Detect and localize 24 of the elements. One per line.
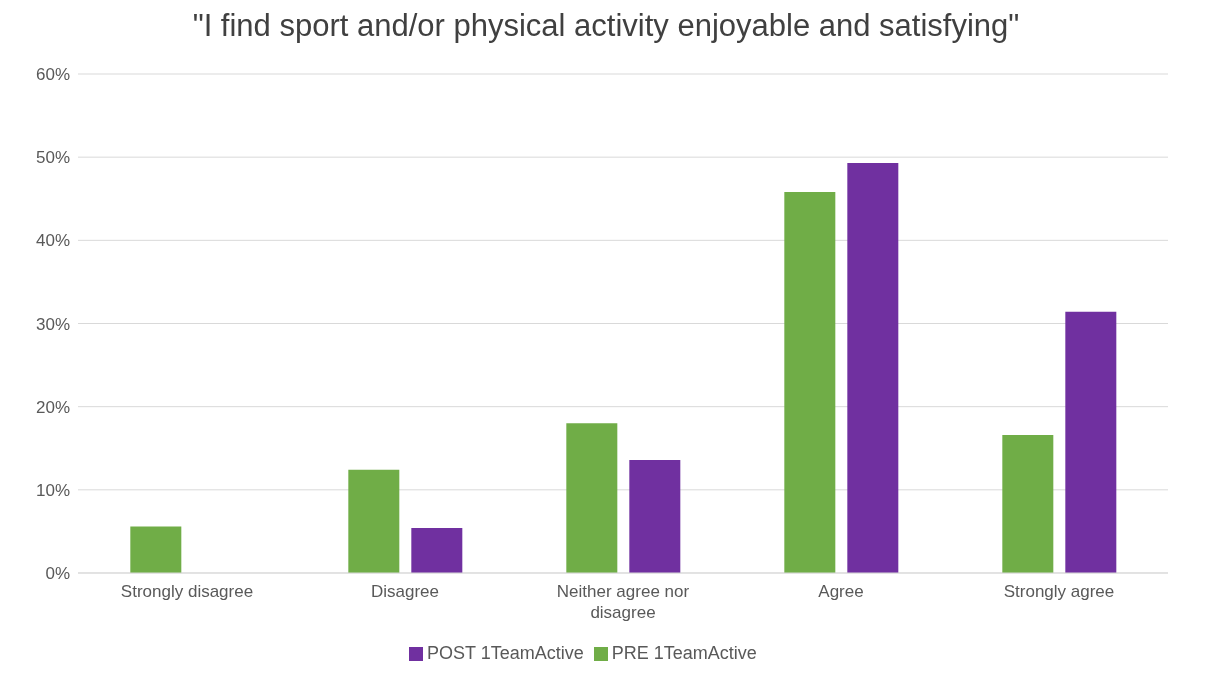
y-tick-label: 30% bbox=[35, 314, 70, 334]
bar bbox=[348, 469, 400, 573]
bar bbox=[847, 162, 899, 573]
x-tick-label: Agree bbox=[818, 582, 864, 601]
y-tick-label: 10% bbox=[35, 480, 70, 500]
y-tick-label: 60% bbox=[35, 65, 70, 85]
bar bbox=[566, 423, 618, 573]
chart-title: "I find sport and/or physical activity enjoyable and satisfying" bbox=[191, 8, 1021, 44]
bar bbox=[130, 526, 182, 573]
x-tick-label: Strongly disagree bbox=[120, 582, 254, 601]
y-tick-label: 50% bbox=[35, 148, 70, 168]
x-tick-label: Disagree bbox=[370, 582, 440, 601]
y-tick-label: 0% bbox=[45, 564, 70, 584]
legend-label: POST 1TeamActive bbox=[427, 643, 584, 663]
bar bbox=[411, 528, 463, 573]
bar bbox=[629, 459, 681, 573]
x-tick-label: Strongly agree bbox=[1003, 582, 1115, 601]
y-tick-label: 40% bbox=[35, 231, 70, 251]
x-tick-label: Neither agree nor disagree bbox=[556, 582, 690, 622]
bar bbox=[1065, 311, 1117, 573]
y-tick-label: 20% bbox=[35, 397, 70, 417]
bar bbox=[1002, 434, 1054, 573]
bar bbox=[784, 192, 836, 573]
legend-label: PRE 1TeamActive bbox=[611, 643, 757, 663]
